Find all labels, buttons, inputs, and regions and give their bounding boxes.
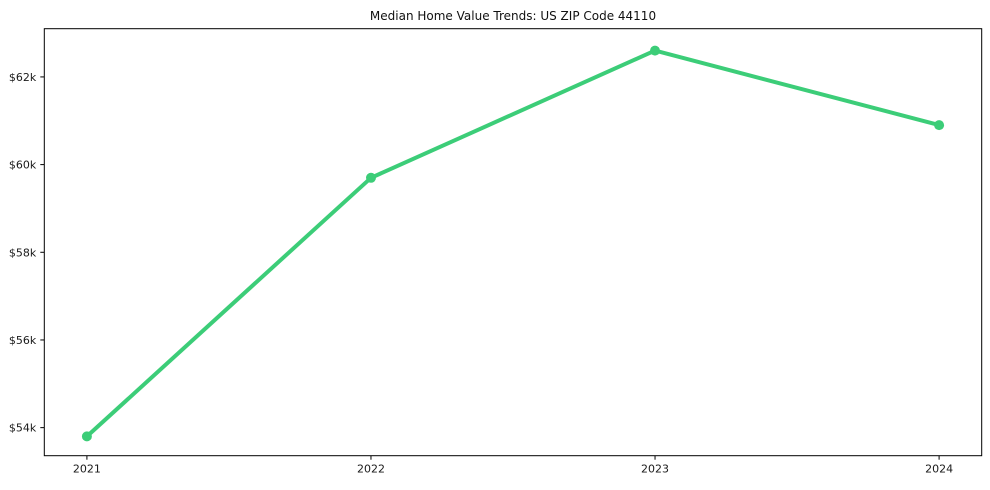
x-tick-label: 2021 xyxy=(73,463,101,476)
data-point-marker xyxy=(366,172,376,183)
y-tick-label: $56k xyxy=(9,334,37,347)
y-tick-label: $62k xyxy=(9,71,37,84)
x-tick-label: 2023 xyxy=(641,463,669,476)
y-tick-label: $54k xyxy=(9,422,37,435)
data-point-marker xyxy=(934,120,945,131)
series-line xyxy=(84,48,942,439)
x-tick-label: 2022 xyxy=(357,463,385,476)
y-tick-label: $58k xyxy=(9,246,37,259)
plot-layer: $54k $56k $58k $60k $62k 2021 2022 2023 2024 xyxy=(9,28,983,476)
x-tick-label: 2024 xyxy=(925,463,953,476)
plot-border xyxy=(43,28,983,457)
data-point-marker xyxy=(81,431,92,442)
data-point-marker xyxy=(650,45,660,56)
y-tick-label: $60k xyxy=(9,159,37,172)
chart-title: Median Home Value Trends: US ZIP Code 44… xyxy=(370,9,656,23)
